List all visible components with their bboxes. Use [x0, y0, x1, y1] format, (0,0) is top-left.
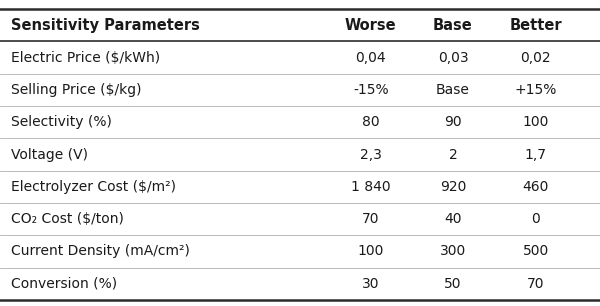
Text: 100: 100: [523, 115, 549, 129]
Text: 80: 80: [362, 115, 380, 129]
Text: Electrolyzer Cost ($/m²): Electrolyzer Cost ($/m²): [11, 180, 176, 194]
Text: 300: 300: [440, 244, 466, 259]
Text: Better: Better: [509, 18, 562, 33]
Text: 0,02: 0,02: [520, 50, 551, 65]
Text: Worse: Worse: [345, 18, 397, 33]
Text: 2,3: 2,3: [360, 147, 382, 162]
Text: Selling Price ($/kg): Selling Price ($/kg): [11, 83, 142, 97]
Text: Conversion (%): Conversion (%): [11, 277, 117, 291]
Text: 920: 920: [440, 180, 466, 194]
Text: 70: 70: [527, 277, 545, 291]
Text: 90: 90: [444, 115, 462, 129]
Text: 0: 0: [532, 212, 540, 226]
Text: 0,03: 0,03: [437, 50, 469, 65]
Text: 70: 70: [362, 212, 380, 226]
Text: Base: Base: [433, 18, 473, 33]
Text: Base: Base: [436, 83, 470, 97]
Text: CO₂ Cost ($/ton): CO₂ Cost ($/ton): [11, 212, 124, 226]
Text: 40: 40: [444, 212, 462, 226]
Text: Selectivity (%): Selectivity (%): [11, 115, 112, 129]
Text: Sensitivity Parameters: Sensitivity Parameters: [11, 18, 200, 33]
Text: -15%: -15%: [353, 83, 389, 97]
Text: 0,04: 0,04: [355, 50, 386, 65]
Text: 500: 500: [523, 244, 549, 259]
Text: 460: 460: [523, 180, 549, 194]
Text: Voltage (V): Voltage (V): [11, 147, 88, 162]
Text: Current Density (mA/cm²): Current Density (mA/cm²): [11, 244, 190, 259]
Text: Electric Price ($/kWh): Electric Price ($/kWh): [11, 50, 160, 65]
Text: +15%: +15%: [515, 83, 557, 97]
Text: 100: 100: [358, 244, 384, 259]
Text: 1,7: 1,7: [525, 147, 547, 162]
Text: 2: 2: [449, 147, 457, 162]
Text: 50: 50: [444, 277, 462, 291]
Text: 1 840: 1 840: [351, 180, 391, 194]
Text: 30: 30: [362, 277, 380, 291]
